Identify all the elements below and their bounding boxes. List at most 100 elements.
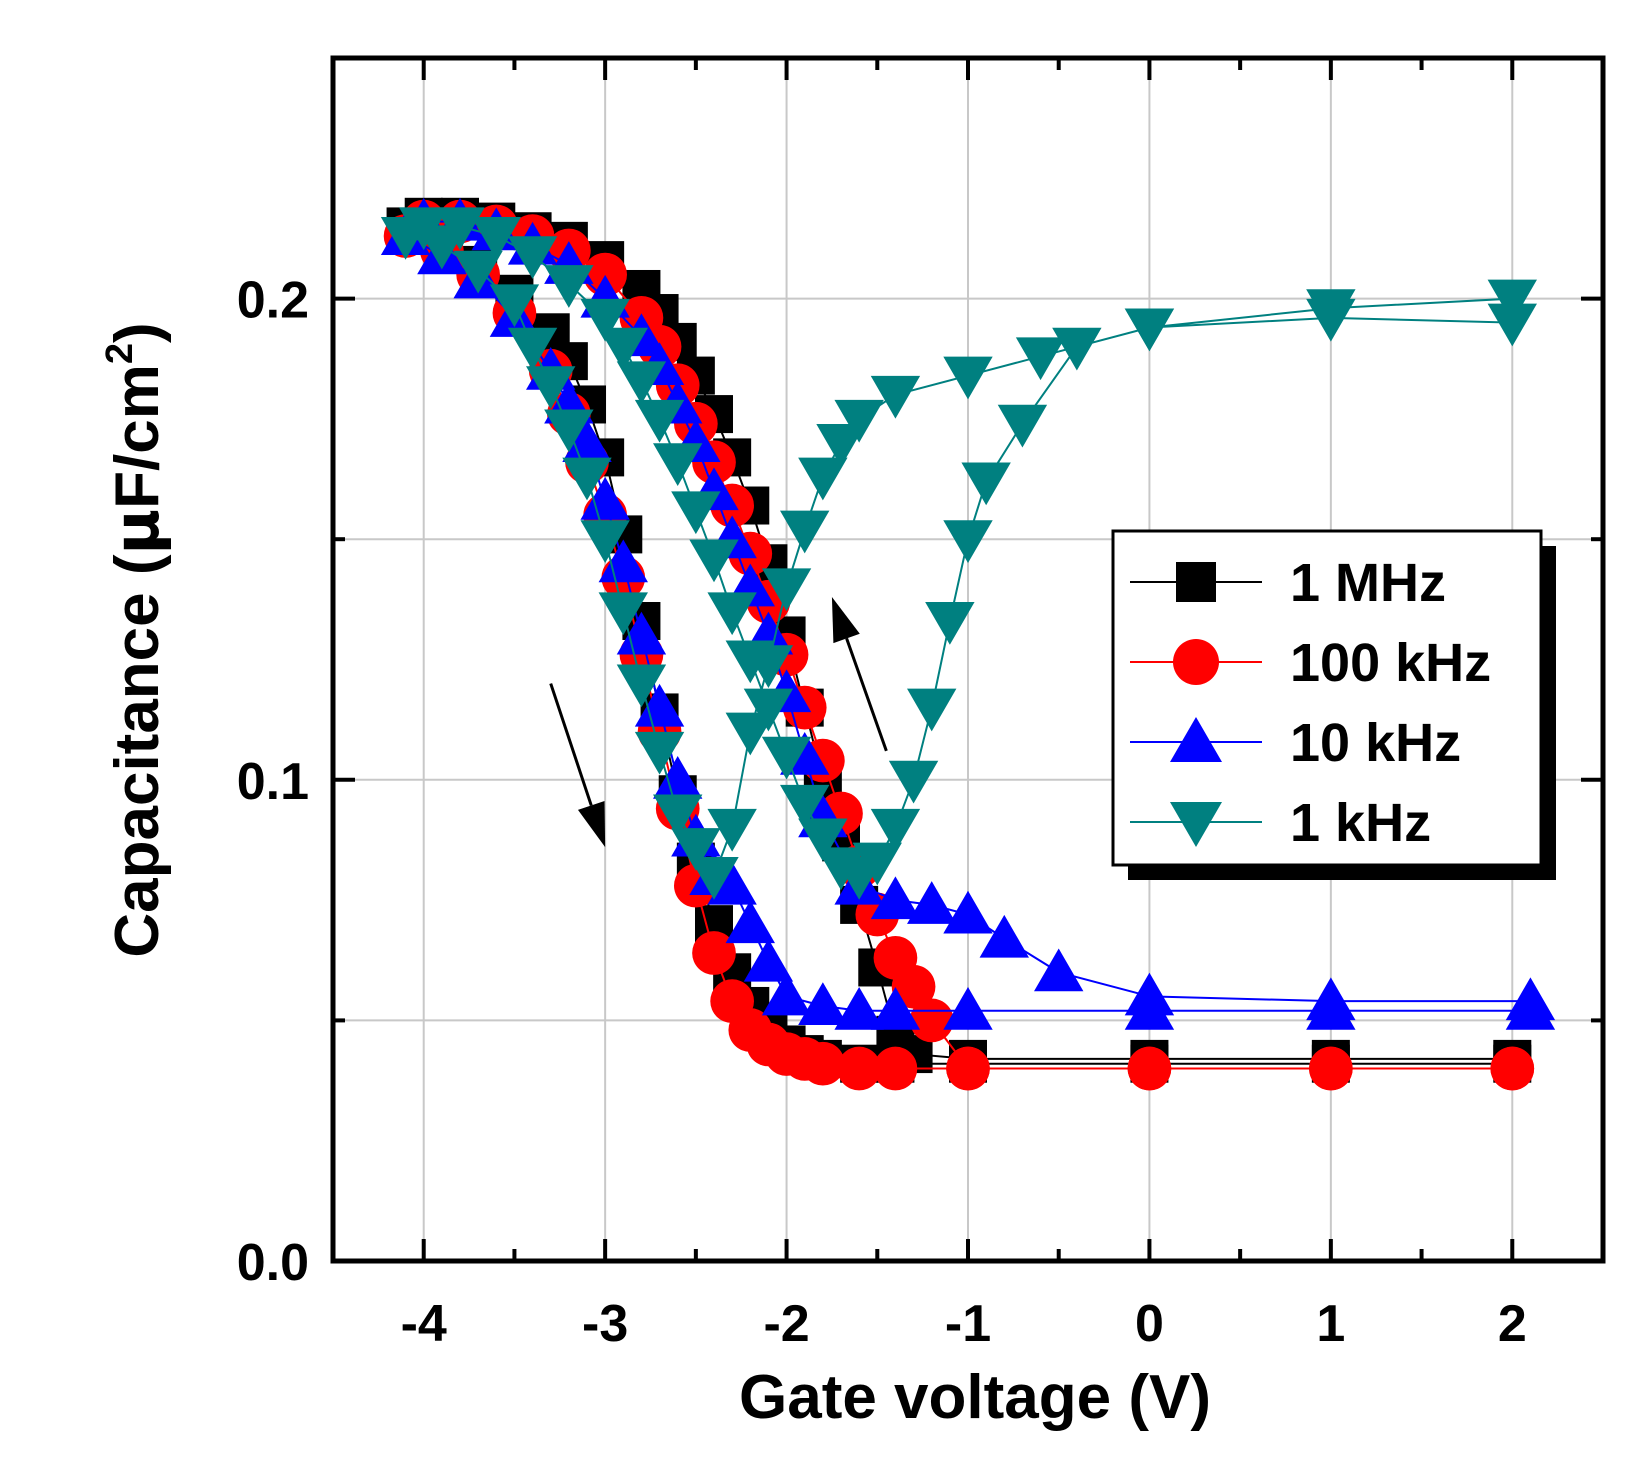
y-axis-title-mu: μ xyxy=(100,509,173,555)
data-point xyxy=(616,611,667,655)
x-tick-label: 1 xyxy=(1316,1295,1345,1353)
legend-item-1: 100 kHz xyxy=(1130,633,1491,693)
legend-label: 100 kHz xyxy=(1290,633,1491,693)
series-3 xyxy=(380,207,1537,900)
x-tick-label: -4 xyxy=(401,1295,447,1353)
data-point xyxy=(946,1046,990,1091)
legend-label: 1 MHz xyxy=(1290,553,1446,613)
data-point xyxy=(526,366,576,409)
data-point xyxy=(1052,327,1102,371)
data-point xyxy=(870,375,921,419)
series-layer xyxy=(380,197,1556,1091)
data-point xyxy=(997,404,1048,448)
legend-item-3: 1 kHz xyxy=(1130,793,1431,853)
data-point xyxy=(961,462,1011,506)
legend-label: 10 kHz xyxy=(1290,713,1461,773)
data-point xyxy=(580,298,630,342)
arrow-shaft xyxy=(845,637,888,752)
axis-ticks xyxy=(331,58,1605,1263)
data-point xyxy=(1487,303,1537,347)
data-point xyxy=(1306,298,1356,342)
data-point xyxy=(507,236,558,280)
data-point xyxy=(979,914,1029,958)
data-point xyxy=(798,982,848,1025)
x-tick-label: -1 xyxy=(945,1295,991,1353)
data-point xyxy=(562,457,612,501)
legend-item-2: 10 kHz xyxy=(1130,713,1461,773)
data-point xyxy=(816,423,866,467)
y-axis-title-close: ) xyxy=(103,322,172,343)
data-point xyxy=(1306,977,1356,1021)
x-tick-label: -2 xyxy=(763,1295,809,1353)
data-point xyxy=(743,938,794,982)
data-point xyxy=(471,217,521,260)
data-point xyxy=(453,250,503,294)
data-point xyxy=(816,847,866,891)
data-point xyxy=(653,794,703,838)
data-point xyxy=(671,828,721,871)
data-point xyxy=(1309,1046,1353,1091)
data-point xyxy=(634,399,685,443)
x-tick-label: 0 xyxy=(1135,1295,1164,1353)
data-point xyxy=(507,327,558,371)
legend-marker xyxy=(1170,802,1222,847)
data-point xyxy=(1015,337,1066,381)
data-point xyxy=(834,399,884,443)
data-point xyxy=(435,207,485,251)
data-point xyxy=(1127,1046,1172,1091)
y-axis-title-sup: 2 xyxy=(99,343,141,364)
data-point xyxy=(761,736,812,780)
legend-item-0: 1 MHz xyxy=(1130,553,1446,613)
data-point xyxy=(598,327,648,371)
data-point xyxy=(870,987,921,1030)
data-point xyxy=(1487,279,1537,323)
data-point xyxy=(798,818,848,862)
x-tick-label: 2 xyxy=(1498,1295,1527,1353)
data-point xyxy=(583,252,627,297)
data-point xyxy=(689,539,739,583)
y-tick-label: 0.0 xyxy=(237,1234,309,1292)
data-point xyxy=(925,602,975,645)
data-point xyxy=(780,784,830,828)
y-axis-title: Capacitance (μF/cm2) xyxy=(99,322,173,957)
data-point xyxy=(943,987,993,1030)
data-point xyxy=(801,1041,845,1086)
data-point xyxy=(616,664,667,708)
data-point xyxy=(870,876,921,920)
data-point xyxy=(1124,308,1175,352)
data-point xyxy=(943,356,993,400)
data-point xyxy=(743,688,794,732)
x-axis-title: Gate voltage (V) xyxy=(739,1363,1211,1432)
arrow-head xyxy=(831,596,860,644)
data-point xyxy=(399,207,449,251)
data-point xyxy=(1490,1046,1535,1091)
data-point xyxy=(873,1046,918,1091)
tick-labels: -4 -3 -2 -1 0 1 2 0.0 0.1 0.2 xyxy=(237,272,1527,1353)
data-point xyxy=(1124,972,1175,1016)
data-point xyxy=(1034,948,1084,992)
y-tick-label: 0.2 xyxy=(237,272,309,330)
y-tick-label: 0.1 xyxy=(237,753,309,811)
arrow-head xyxy=(577,800,606,848)
data-point xyxy=(580,476,630,520)
legend-label: 1 kHz xyxy=(1290,793,1431,853)
data-point xyxy=(725,712,775,756)
data-point xyxy=(798,457,848,501)
data-point xyxy=(725,900,775,944)
data-point xyxy=(725,640,775,684)
legend-marker xyxy=(1176,562,1216,602)
y-axis-title-main: Capacitance ( xyxy=(103,554,172,958)
data-point xyxy=(562,419,612,462)
data-point xyxy=(837,1046,881,1091)
data-point xyxy=(943,520,993,563)
data-point xyxy=(634,731,685,775)
data-point xyxy=(653,756,703,799)
data-point xyxy=(634,683,685,727)
data-point xyxy=(707,861,757,905)
data-point xyxy=(671,491,721,535)
data-point xyxy=(616,361,667,405)
data-point xyxy=(780,510,830,554)
data-point xyxy=(873,935,918,980)
data-point xyxy=(544,265,594,308)
data-point xyxy=(761,568,812,612)
